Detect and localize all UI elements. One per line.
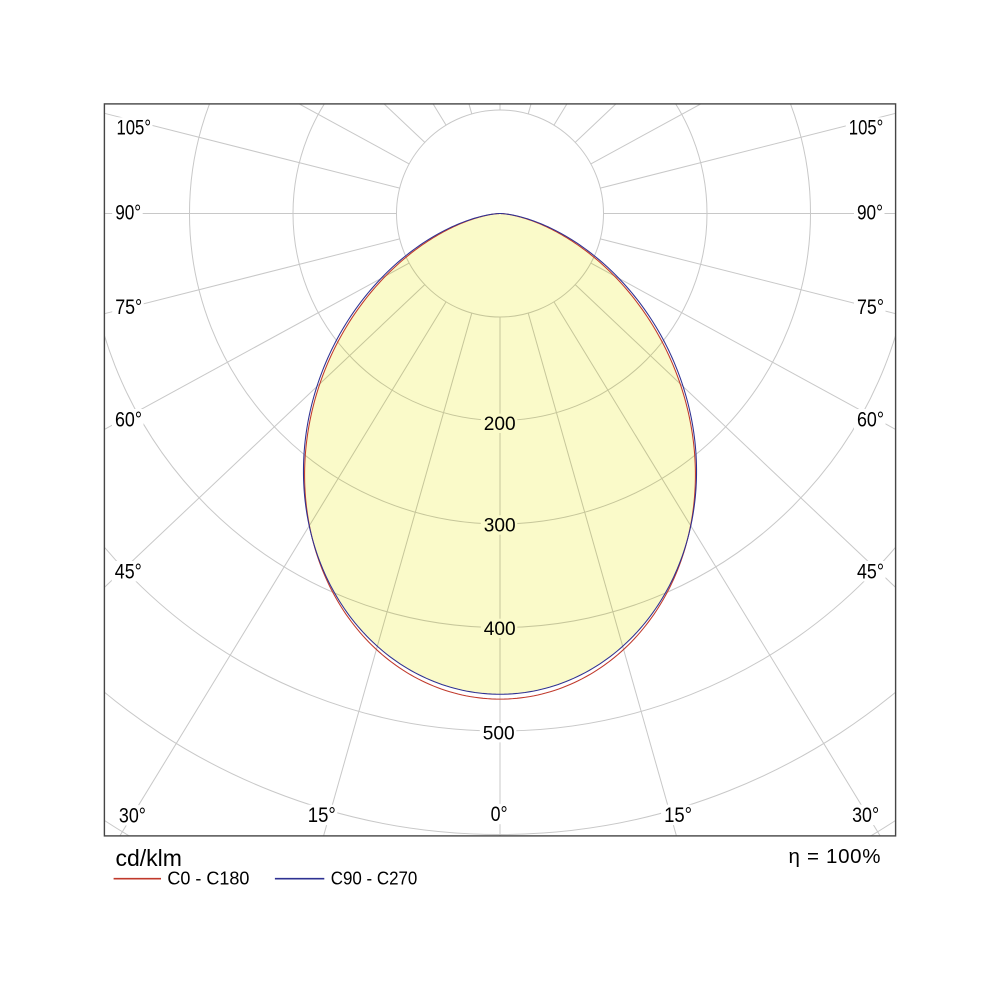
svg-text:90°: 90° (115, 202, 141, 225)
svg-text:60°: 60° (857, 408, 884, 431)
svg-text:15°: 15° (664, 804, 692, 827)
svg-text:C0 - C180: C0 - C180 (167, 869, 249, 889)
svg-text:300: 300 (484, 515, 516, 537)
svg-text:60°: 60° (115, 408, 142, 431)
svg-text:500: 500 (483, 722, 515, 744)
svg-text:105°: 105° (849, 117, 884, 140)
svg-text:C90 - C270: C90 - C270 (331, 869, 418, 889)
svg-text:105°: 105° (117, 117, 152, 140)
svg-text:75°: 75° (115, 296, 142, 319)
svg-text:η = 100%: η = 100% (789, 845, 881, 868)
svg-text:90°: 90° (857, 202, 883, 225)
svg-text:45°: 45° (857, 560, 884, 583)
svg-text:75°: 75° (857, 296, 884, 319)
svg-text:400: 400 (484, 618, 516, 640)
svg-text:15°: 15° (308, 804, 336, 827)
svg-text:30°: 30° (119, 805, 146, 828)
svg-text:45°: 45° (115, 560, 142, 583)
svg-text:30°: 30° (852, 804, 879, 827)
svg-text:0°: 0° (491, 803, 508, 826)
svg-text:cd/klm: cd/klm (116, 845, 182, 871)
svg-text:200: 200 (484, 413, 516, 435)
